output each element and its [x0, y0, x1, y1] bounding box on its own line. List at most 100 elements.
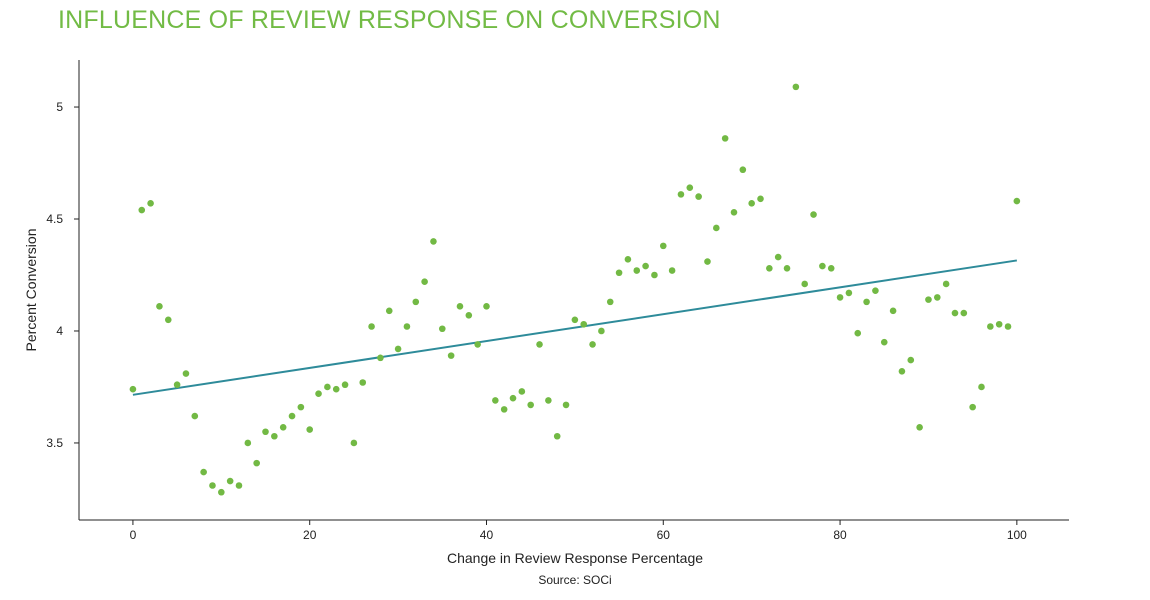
- data-point: [730, 208, 738, 216]
- data-point: [262, 428, 269, 436]
- data-point: [810, 211, 817, 218]
- data-point: [739, 166, 747, 174]
- data-point: [721, 135, 729, 142]
- data-point: [704, 258, 711, 265]
- data-point: [474, 341, 481, 348]
- data-point: [659, 242, 667, 250]
- data-point: [315, 390, 322, 397]
- data-point: [306, 426, 314, 433]
- data-point: [845, 289, 853, 297]
- data-point: [138, 206, 146, 214]
- data-point: [942, 280, 950, 288]
- data-point: [916, 423, 923, 431]
- data-point: [801, 280, 809, 288]
- data-point: [713, 224, 720, 232]
- data-point: [854, 329, 862, 337]
- data-point: [421, 278, 428, 286]
- data-point: [394, 345, 402, 353]
- data-point: [271, 432, 278, 440]
- data-point: [792, 83, 800, 91]
- data-point: [359, 379, 367, 386]
- x-tick-label: 100: [1007, 528, 1027, 542]
- data-point: [182, 370, 190, 377]
- data-point: [766, 264, 773, 272]
- x-tick-label: 40: [480, 528, 494, 542]
- data-point: [209, 482, 216, 489]
- data-point: [288, 412, 296, 420]
- data-point: [774, 253, 782, 261]
- data-point: [907, 356, 915, 364]
- data-point: [695, 193, 702, 200]
- data-point: [226, 477, 234, 485]
- data-point: [536, 341, 543, 348]
- data-point: [819, 262, 826, 270]
- data-point: [527, 401, 534, 409]
- data-point: [456, 303, 464, 310]
- data-point: [244, 439, 252, 447]
- data-point: [889, 307, 897, 315]
- data-point: [783, 264, 791, 272]
- data-point: [173, 381, 181, 389]
- data-point: [545, 397, 552, 404]
- data-point: [553, 432, 561, 440]
- axes: [78, 60, 1069, 521]
- x-tick-label: 0: [130, 528, 137, 542]
- x-tick-label: 20: [303, 528, 317, 542]
- y-tick-label: 4.5: [46, 212, 63, 226]
- data-point: [518, 388, 526, 395]
- data-point: [430, 238, 437, 245]
- x-axis-label: Change in Review Response Percentage: [447, 550, 703, 566]
- data-point: [1004, 323, 1012, 330]
- data-point: [757, 195, 764, 203]
- data-point: [147, 200, 154, 207]
- data-point: [827, 264, 835, 272]
- data-point: [332, 385, 340, 393]
- data-point: [350, 439, 358, 447]
- data-point: [677, 191, 685, 198]
- data-point: [606, 298, 614, 306]
- data-point: [377, 354, 384, 362]
- data-point: [218, 488, 225, 496]
- data-point: [668, 267, 676, 274]
- data-point: [642, 262, 649, 270]
- data-point: [368, 323, 375, 330]
- data-point: [562, 401, 570, 409]
- chart-title: INFLUENCE OF REVIEW RESPONSE ON CONVERSI…: [58, 6, 721, 34]
- data-point: [863, 298, 870, 306]
- data-point: [580, 320, 588, 328]
- data-point: [633, 267, 641, 274]
- data-point: [933, 294, 941, 301]
- data-point: [341, 381, 349, 389]
- data-point: [447, 352, 455, 359]
- data-point: [748, 200, 755, 207]
- data-point: [129, 385, 137, 393]
- source-note: Source: SOCi: [538, 573, 611, 587]
- data-point: [412, 298, 420, 306]
- data-point: [156, 303, 163, 310]
- data-point: [235, 482, 243, 489]
- data-point: [1013, 197, 1021, 205]
- y-tick-label: 4: [56, 324, 63, 338]
- data-point: [509, 394, 517, 402]
- data-point: [969, 403, 976, 411]
- data-point: [978, 383, 985, 391]
- data-point: [872, 287, 879, 294]
- data-point: [615, 269, 623, 277]
- data-point: [465, 312, 473, 319]
- x-tick-label: 60: [657, 528, 671, 542]
- data-point: [589, 341, 596, 348]
- data-point: [686, 184, 694, 191]
- data-point: [836, 294, 844, 301]
- data-point: [500, 406, 508, 413]
- data-point: [925, 296, 932, 303]
- trend-line: [132, 259, 1017, 396]
- y-tick-label: 3.5: [46, 436, 63, 450]
- data-point: [385, 307, 393, 315]
- data-point: [571, 316, 579, 324]
- data-point: [403, 323, 411, 330]
- data-point: [880, 338, 888, 346]
- data-point: [191, 412, 199, 420]
- data-point: [483, 303, 490, 310]
- y-axis-label: Percent Conversion: [23, 229, 39, 352]
